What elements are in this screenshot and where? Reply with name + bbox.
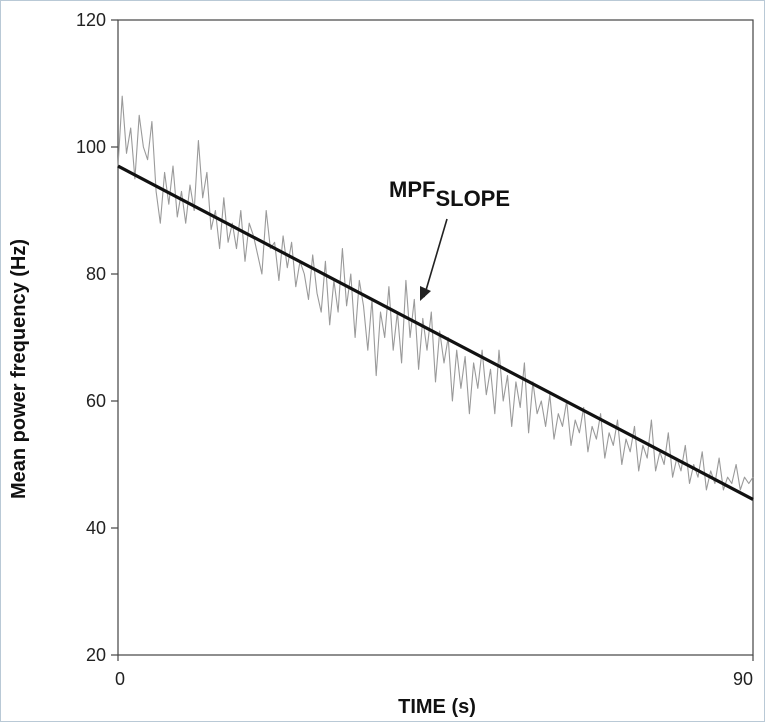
y-tick-label: 80	[86, 264, 106, 284]
x-axis-ticks: 0 90	[115, 655, 754, 689]
plot-area	[117, 19, 754, 656]
mpf-slope-regression-line	[117, 164, 754, 501]
plot-border	[117, 19, 754, 656]
y-tick-label: 40	[86, 518, 106, 538]
annotation-arrow	[423, 218, 448, 298]
y-tick-label: 100	[76, 137, 106, 157]
y-tick-label: 120	[76, 10, 106, 30]
x-axis-label: TIME (s)	[398, 696, 476, 718]
annotation-main: MPF	[389, 177, 435, 202]
svg-text:MPFSLOPE: MPFSLOPE	[389, 177, 510, 211]
mpf-raw-signal-line	[117, 95, 754, 491]
x-tick-label: 0	[115, 669, 125, 689]
mpf-slope-annotation: MPFSLOPE	[389, 177, 510, 301]
series-layer	[117, 95, 754, 501]
y-axis-label: Mean power frequency (Hz)	[8, 239, 30, 499]
annotation-arrowhead	[420, 286, 431, 301]
y-tick-label: 20	[86, 645, 106, 665]
y-axis-ticks: 20 40 60 80 100 120	[76, 10, 118, 665]
x-tick-label: 90	[733, 669, 753, 689]
y-tick-label: 60	[86, 391, 106, 411]
annotation-subscript: SLOPE	[435, 186, 510, 211]
